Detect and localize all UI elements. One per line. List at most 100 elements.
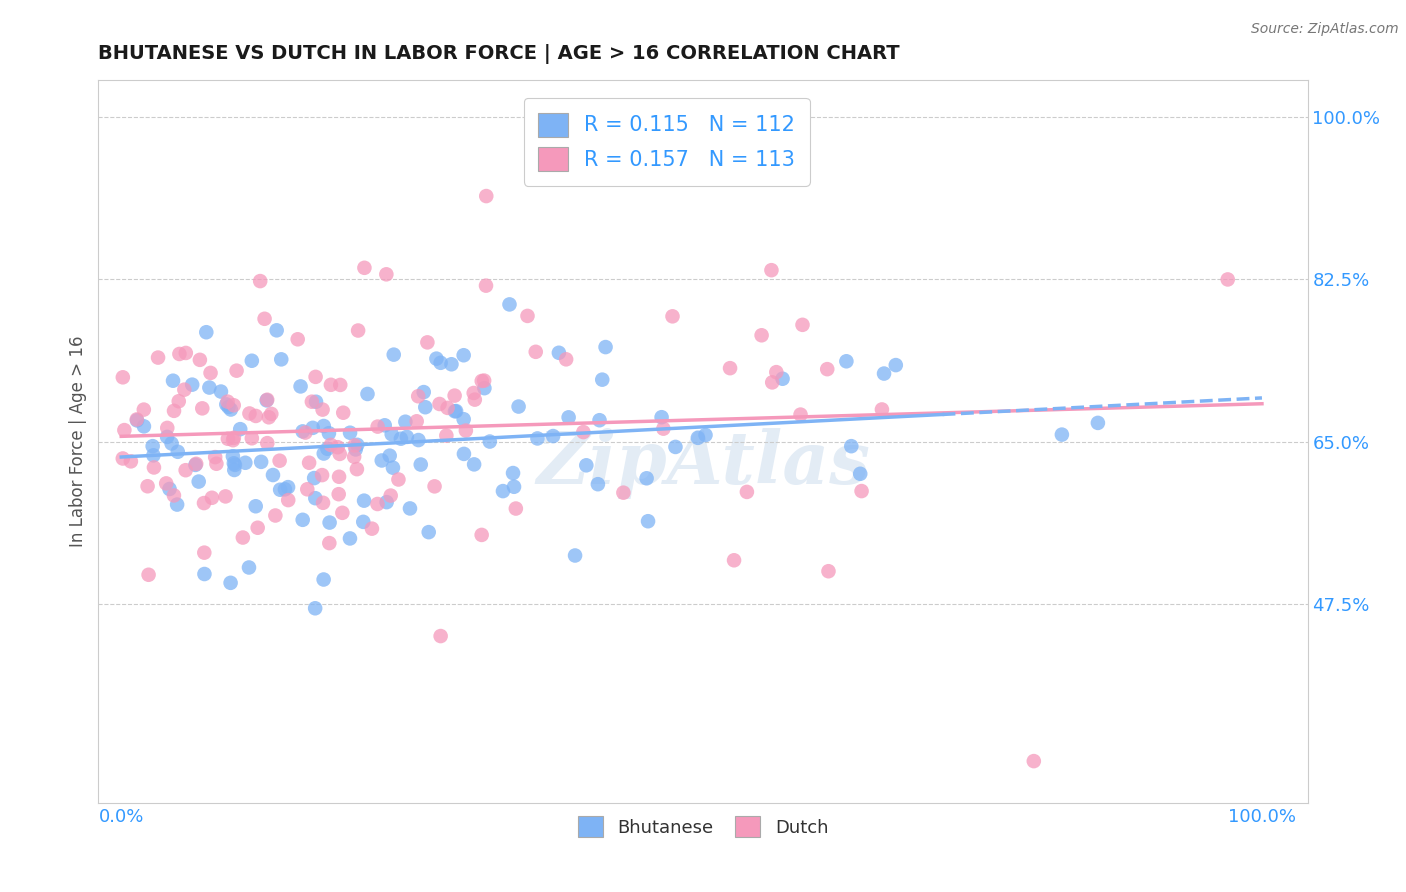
Point — [367, 419, 389, 434]
Point — [138, 567, 160, 582]
Point — [374, 418, 396, 433]
Point — [301, 394, 323, 409]
Point — [222, 450, 245, 464]
Point — [651, 410, 673, 425]
Point — [772, 372, 794, 386]
Point — [270, 352, 292, 367]
Point — [163, 488, 186, 502]
Point — [274, 483, 297, 497]
Point — [664, 440, 686, 454]
Point — [429, 629, 451, 643]
Point — [492, 484, 515, 499]
Point — [174, 463, 197, 477]
Point — [198, 380, 221, 394]
Point — [166, 498, 188, 512]
Point — [443, 389, 465, 403]
Point — [751, 328, 773, 343]
Point — [413, 401, 436, 415]
Point — [572, 425, 595, 439]
Point — [112, 423, 135, 437]
Point — [238, 407, 260, 421]
Point — [222, 431, 245, 445]
Point — [595, 340, 617, 354]
Point — [304, 601, 326, 615]
Point — [329, 378, 352, 392]
Point — [219, 575, 242, 590]
Point — [378, 449, 401, 463]
Point — [238, 560, 260, 574]
Point — [111, 451, 134, 466]
Point — [474, 381, 496, 395]
Point — [418, 525, 440, 540]
Point — [218, 400, 240, 414]
Point — [160, 436, 183, 450]
Point — [761, 376, 783, 390]
Point — [217, 394, 239, 409]
Point — [287, 332, 309, 346]
Point — [389, 432, 412, 446]
Point — [260, 407, 283, 421]
Text: ZipAtlas: ZipAtlas — [536, 428, 870, 499]
Point — [454, 424, 477, 438]
Point — [245, 500, 267, 514]
Point — [444, 404, 467, 418]
Point — [555, 352, 578, 367]
Point — [434, 428, 457, 442]
Point — [652, 422, 675, 436]
Point — [256, 392, 278, 407]
Point — [408, 433, 430, 447]
Point — [146, 351, 169, 365]
Point — [835, 354, 858, 368]
Point — [257, 410, 280, 425]
Point — [429, 397, 451, 411]
Point — [224, 458, 246, 472]
Point — [475, 189, 498, 203]
Point — [870, 402, 893, 417]
Point — [329, 447, 352, 461]
Point — [884, 358, 907, 372]
Point — [375, 495, 398, 509]
Point — [502, 466, 524, 480]
Text: Source: ZipAtlas.com: Source: ZipAtlas.com — [1251, 22, 1399, 37]
Point — [346, 462, 368, 476]
Point — [361, 522, 384, 536]
Point — [142, 448, 165, 462]
Point — [256, 436, 278, 450]
Point — [184, 458, 207, 472]
Point — [1216, 272, 1239, 286]
Point — [353, 260, 375, 275]
Point — [524, 344, 547, 359]
Point — [312, 496, 335, 510]
Point — [636, 471, 658, 485]
Point — [174, 346, 197, 360]
Point — [412, 385, 434, 400]
Point — [125, 413, 148, 427]
Point — [586, 477, 609, 491]
Point — [463, 458, 485, 472]
Point — [440, 357, 463, 371]
Point — [277, 493, 299, 508]
Point — [319, 438, 342, 452]
Point — [188, 352, 211, 367]
Point — [453, 348, 475, 362]
Point — [240, 353, 263, 368]
Point — [229, 422, 252, 436]
Point — [205, 457, 228, 471]
Point — [409, 458, 432, 472]
Point — [352, 515, 374, 529]
Point — [471, 374, 494, 388]
Point — [156, 421, 179, 435]
Point — [547, 345, 569, 359]
Point — [637, 514, 659, 528]
Point — [159, 482, 181, 496]
Point — [406, 389, 429, 403]
Point — [277, 480, 299, 494]
Point — [394, 415, 416, 429]
Point — [339, 425, 361, 440]
Point — [304, 369, 326, 384]
Point — [155, 476, 177, 491]
Point — [266, 323, 288, 337]
Point — [789, 408, 811, 422]
Point — [120, 454, 142, 468]
Point — [318, 426, 340, 441]
